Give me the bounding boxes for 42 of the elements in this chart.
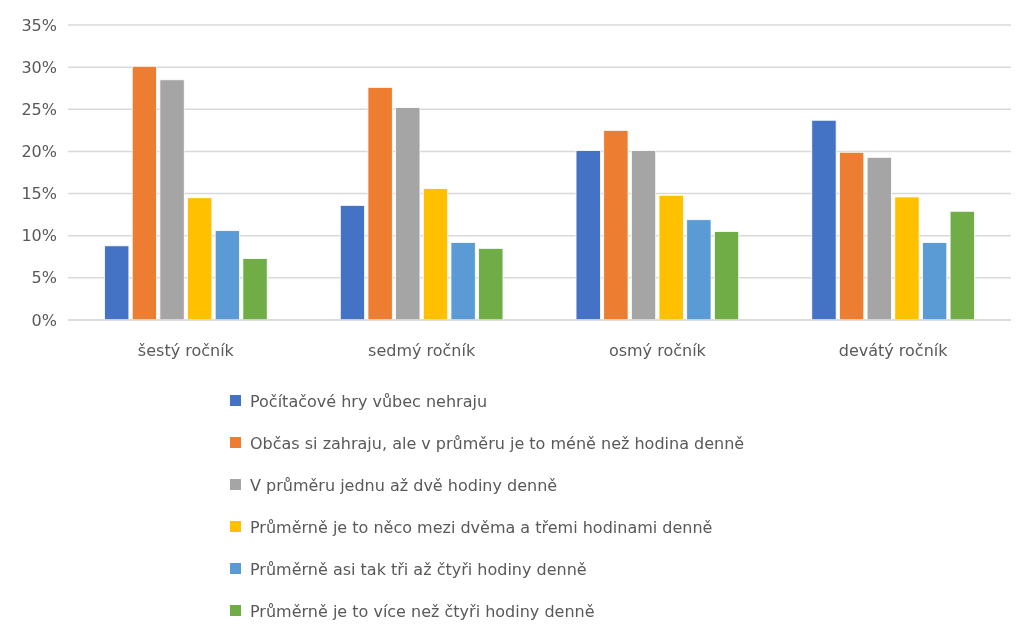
bar (395, 107, 421, 321)
legend-label: Počítačové hry vůbec nehraju (250, 391, 488, 411)
bar (894, 196, 920, 321)
bar (949, 210, 975, 321)
bar (839, 151, 865, 321)
bar (866, 156, 892, 321)
bar (214, 230, 240, 321)
y-tick-label: 5% (31, 268, 57, 288)
bar (811, 119, 837, 321)
bar (713, 231, 740, 321)
bar (367, 86, 393, 321)
bar (603, 129, 629, 321)
x-tick-label: devátý ročník (838, 341, 949, 360)
y-tick-label: 10% (21, 226, 57, 246)
bar (658, 194, 684, 321)
legend-label: Průměrně asi tak tři až čtyři hodiny denně (250, 559, 587, 579)
bar (686, 219, 712, 321)
bar (630, 150, 657, 321)
bar (478, 247, 504, 321)
y-tick-label: 20% (21, 142, 57, 162)
x-tick-label: osmý ročník (608, 341, 707, 360)
bar (159, 79, 185, 321)
legend-label: V průměru jednu až dvě hodiny denně (250, 475, 558, 495)
y-tick-label: 25% (21, 99, 57, 119)
bar (339, 204, 366, 321)
y-tick-label: 0% (31, 310, 57, 330)
y-tick-label: 30% (21, 57, 57, 77)
legend-label: Občas si zahraju, ale v průměru je to méně než hodina denně (250, 433, 745, 453)
bar (575, 150, 601, 321)
bar (922, 242, 948, 321)
bar (187, 197, 213, 321)
legend-label: Průměrně je to více než čtyři hodiny denně (250, 601, 595, 621)
y-tick-label: 15% (21, 184, 57, 204)
y-tick-label: 35% (21, 15, 57, 35)
legend-label: Průměrně je to něco mezi dvěma a třemi hodinami denně (250, 517, 713, 537)
x-tick-label: sedmý ročník (368, 341, 476, 360)
bar (242, 258, 268, 321)
bar (131, 65, 157, 321)
bar (422, 188, 449, 321)
bar (450, 242, 476, 321)
x-tick-label: šestý ročník (137, 341, 235, 360)
bar (104, 245, 130, 321)
